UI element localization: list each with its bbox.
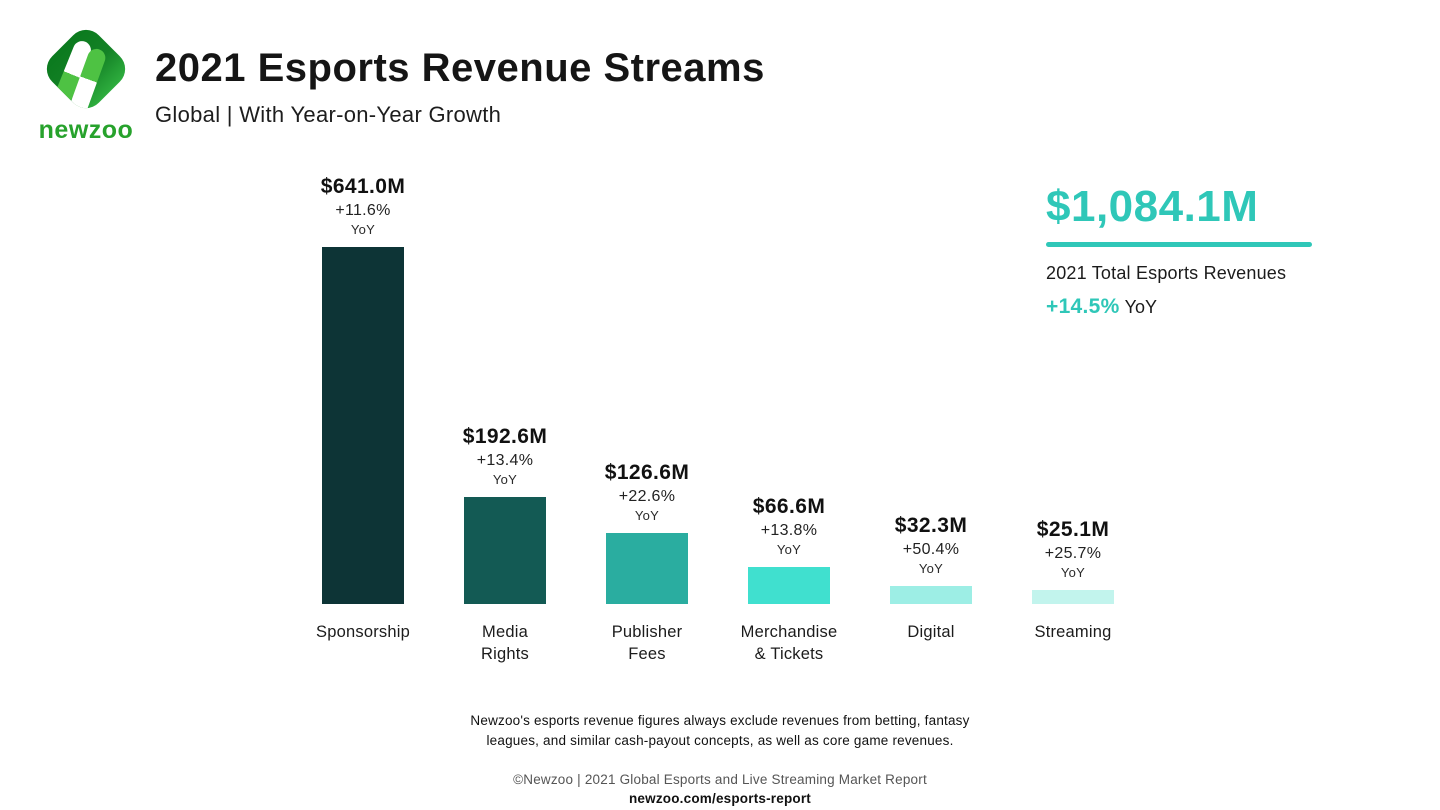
newzoo-logo: newzoo	[38, 22, 134, 145]
bar-growth-label: +25.7%	[1044, 545, 1102, 562]
bar-growth-label: +13.4%	[476, 452, 534, 469]
bar-streaming	[1032, 590, 1114, 604]
bar-column-publisher-fees: $126.6M +22.6% YoY	[576, 461, 718, 604]
category-labels-row: Sponsorship Media Rights Publisher Fees …	[292, 621, 1144, 666]
category-label-publisher-fees: Publisher Fees	[611, 623, 683, 664]
bar-growth-label: +22.6%	[618, 488, 676, 505]
bar-value-label: $66.6M	[752, 495, 826, 518]
bar-yoy-label: YoY	[776, 542, 802, 557]
bar-column-streaming: $25.1M +25.7% YoY	[1002, 518, 1144, 604]
total-growth-line: +14.5% YoY	[1046, 295, 1346, 319]
bar-yoy-label: YoY	[918, 561, 944, 576]
methodology-note-line2: leagues, and similar cash-payout concept…	[486, 732, 954, 748]
bar-digital	[890, 586, 972, 604]
bar-value-label: $25.1M	[1036, 518, 1110, 541]
total-revenue-caption: 2021 Total Esports Revenues	[1046, 263, 1287, 283]
page-subtitle: Global | With Year-on-Year Growth	[155, 102, 502, 127]
copyright-text: ©Newzoo | 2021 Global Esports and Live S…	[513, 772, 927, 788]
total-growth-suffix: YoY	[1124, 297, 1157, 317]
bar-value-label: $192.6M	[462, 425, 548, 448]
bars-row: $641.0M +11.6% YoY $192.6M +13.4% YoY $1…	[292, 170, 1144, 604]
bar-publisher-fees	[606, 533, 688, 604]
bar-yoy-label: YoY	[634, 508, 660, 523]
category-label-digital: Digital	[907, 623, 955, 641]
title-block: 2021 Esports Revenue Streams Global | Wi…	[155, 46, 765, 128]
methodology-note-line1: Newzoo's esports revenue figures always …	[470, 713, 970, 728]
total-revenue-amount: $1,084.1M	[1046, 182, 1259, 231]
bar-chart: $641.0M +11.6% YoY $192.6M +13.4% YoY $1…	[292, 170, 1144, 666]
bar-growth-label: +13.8%	[760, 522, 818, 539]
bar-column-sponsorship: $641.0M +11.6% YoY	[292, 175, 434, 604]
bar-sponsorship	[322, 247, 404, 604]
bar-growth-label: +11.6%	[335, 202, 391, 219]
bar-yoy-label: YoY	[350, 222, 376, 237]
bar-merchandise-tickets	[748, 567, 830, 604]
bar-column-media-rights: $192.6M +13.4% YoY	[434, 425, 576, 604]
bar-value-label: $126.6M	[604, 461, 690, 484]
total-underline	[1046, 242, 1312, 247]
methodology-note: Newzoo's esports revenue figures always …	[0, 711, 1440, 750]
total-revenue-block: $1,084.1M 2021 Total Esports Revenues +1…	[1046, 182, 1346, 319]
bar-column-digital: $32.3M +50.4% YoY	[860, 514, 1002, 604]
newzoo-logo-icon	[46, 29, 126, 116]
bar-media-rights	[464, 497, 546, 604]
bar-column-merchandise-tickets: $66.6M +13.8% YoY	[718, 495, 860, 604]
bar-yoy-label: YoY	[1060, 565, 1086, 580]
category-label-merchandise-tickets: Merchandise & Tickets	[740, 623, 838, 664]
bar-value-label: $641.0M	[320, 175, 406, 198]
bar-yoy-label: YoY	[492, 472, 518, 487]
footer: Newzoo's esports revenue figures always …	[0, 711, 1440, 806]
report-url: newzoo.com/esports-report	[628, 791, 812, 807]
newzoo-wordmark: newzoo	[38, 116, 134, 144]
bar-value-label: $32.3M	[894, 514, 968, 537]
category-label-media-rights: Media Rights	[481, 623, 529, 664]
total-growth-value: +14.5%	[1046, 295, 1120, 318]
category-label-sponsorship: Sponsorship	[316, 623, 410, 641]
bar-growth-label: +50.4%	[902, 541, 960, 558]
page-title: 2021 Esports Revenue Streams	[155, 46, 765, 90]
category-label-streaming: Streaming	[1034, 623, 1112, 641]
